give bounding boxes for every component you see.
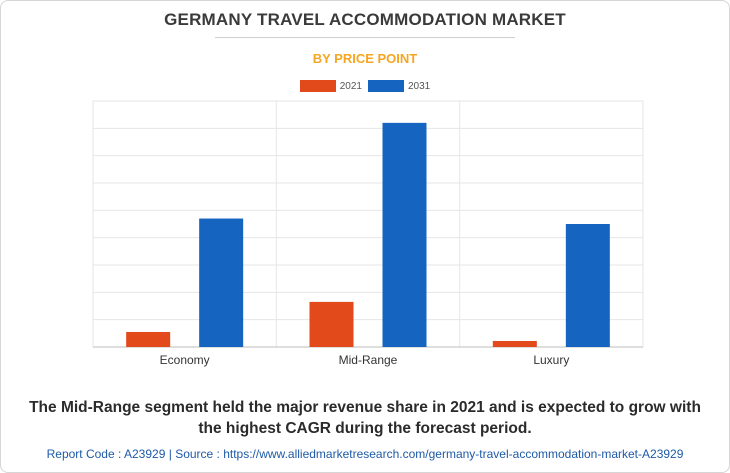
legend: 2021 2031 xyxy=(0,80,730,92)
title-divider xyxy=(215,37,515,38)
legend-label-2021: 2021 xyxy=(339,80,362,92)
legend-swatch-2021 xyxy=(299,80,336,92)
footer: Report Code : A23929 | Source : https://… xyxy=(0,447,730,461)
report-code: Report Code : A23929 xyxy=(46,447,166,461)
bar-chart: Economy Mid-Range Luxury xyxy=(92,100,644,367)
x-tick-label: Mid-Range xyxy=(339,353,398,367)
legend-swatch-2031 xyxy=(368,80,404,92)
bar-economy-2021 xyxy=(126,331,171,347)
legend-item-2021: 2021 xyxy=(299,80,362,92)
legend-item-2031: 2031 xyxy=(368,80,430,92)
footer-separator: | xyxy=(168,447,172,461)
legend-label-2031: 2031 xyxy=(408,80,431,92)
bar-mid-range-2031 xyxy=(382,122,427,347)
bar-mid-range-2021 xyxy=(309,301,354,347)
source-link[interactable]: Source : https://www.alliedmarketresearc… xyxy=(175,447,684,461)
x-tick-label: Luxury xyxy=(533,353,569,367)
bar-economy-2031 xyxy=(199,218,244,347)
x-tick-label: Economy xyxy=(160,353,210,367)
bar-luxury-2021 xyxy=(492,340,537,347)
chart-subtitle: BY PRICE POINT xyxy=(312,51,418,66)
key-finding-line-1: The Mid-Range segment held the major rev… xyxy=(29,399,701,416)
key-finding: The Mid-Range segment held the major rev… xyxy=(0,397,730,439)
bar-luxury-2031 xyxy=(565,224,610,347)
key-finding-line-2: the highest CAGR during the forecast per… xyxy=(198,420,532,437)
chart-title: GERMANY TRAVEL ACCOMMODATION MARKET xyxy=(164,10,566,29)
